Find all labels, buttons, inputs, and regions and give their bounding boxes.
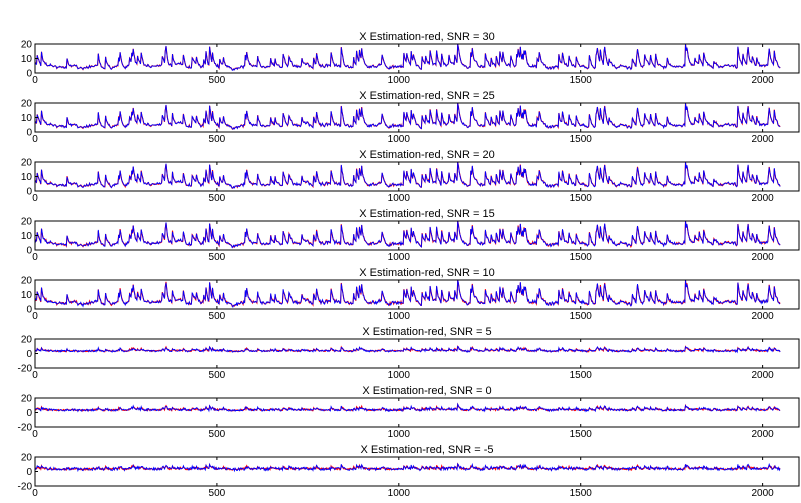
x-tick-label: 2000 — [751, 311, 774, 322]
subplot-4: X Estimation-red, SNR = 15 0 500 1000 1500 20… — [21, 208, 800, 263]
y-tick-label: 10 — [21, 231, 33, 242]
x-tick-label: 1500 — [570, 134, 593, 145]
x-tick-label: 1500 — [570, 193, 593, 204]
subplot-title: X Estimation-red, SNR = 0 — [362, 385, 491, 397]
y-tick-label: 10 — [21, 290, 33, 301]
x-tick-label: 500 — [209, 311, 226, 322]
subplot-3: X Estimation-red, SNR = 20 0 500 1000 1500 20… — [21, 149, 800, 204]
y-tick-label: 0 — [26, 467, 32, 478]
series-blue-line — [34, 43, 781, 71]
axes-box — [34, 102, 800, 133]
x-tick-label: 1000 — [388, 488, 411, 499]
x-tick-label: 500 — [209, 370, 226, 381]
x-tick-label: 1000 — [388, 429, 411, 440]
x-tick-label: 1500 — [570, 311, 593, 322]
series-blue-line — [34, 102, 781, 130]
y-tick-label: 20 — [21, 453, 33, 464]
x-tick-label: 0 — [32, 429, 38, 440]
x-tick-label: 500 — [209, 488, 226, 499]
x-tick-label: 1500 — [570, 488, 593, 499]
x-tick-label: 2000 — [751, 488, 774, 499]
x-tick-label: 500 — [209, 75, 226, 86]
axes-box — [34, 43, 800, 74]
x-tick-label: 1000 — [388, 75, 411, 86]
subplot-title: X Estimation-red, SNR = 15 — [359, 208, 494, 220]
x-tick-label: 1500 — [570, 429, 593, 440]
y-tick-label: 20 — [21, 276, 33, 287]
subplot-title: X Estimation-red, SNR = 30 — [359, 31, 494, 43]
y-tick-label: 10 — [21, 172, 33, 183]
x-tick-label: 1000 — [388, 311, 411, 322]
y-tick-label: 20 — [21, 217, 33, 228]
subplot-title: X Estimation-red, SNR = 10 — [359, 267, 494, 279]
x-tick-label: 0 — [32, 311, 38, 322]
x-tick-label: 0 — [32, 193, 38, 204]
subplot-title: X Estimation-red, SNR = 25 — [359, 90, 494, 102]
x-tick-label: 500 — [209, 252, 226, 263]
subplot-title: X Estimation-red, SNR = 20 — [359, 149, 494, 161]
subplot-2: X Estimation-red, SNR = 25 0 500 1000 1500 20… — [21, 90, 800, 145]
x-tick-label: 2000 — [751, 193, 774, 204]
subplot-title: X Estimation-red, SNR = -5 — [361, 444, 494, 456]
series-blue-line — [34, 279, 781, 309]
x-tick-label: 0 — [32, 75, 38, 86]
axes-box — [34, 397, 800, 428]
y-tick-label: 20 — [21, 99, 33, 110]
series-blue-line — [34, 345, 781, 354]
x-tick-label: 1000 — [388, 193, 411, 204]
y-tick-label: 0 — [26, 408, 32, 419]
x-tick-label: 1500 — [570, 370, 593, 381]
axes-box — [34, 220, 800, 251]
x-tick-label: 2000 — [751, 429, 774, 440]
x-tick-label: 0 — [32, 252, 38, 263]
y-tick-label: 0 — [26, 349, 32, 360]
axes-box — [34, 279, 800, 310]
y-tick-label: 0 — [26, 128, 32, 139]
y-tick-label: 10 — [21, 54, 33, 65]
y-tick-label: 20 — [21, 40, 33, 51]
subplot-title: X Estimation-red, SNR = 5 — [362, 326, 491, 338]
x-tick-label: 1000 — [388, 370, 411, 381]
x-tick-label: 1500 — [570, 252, 593, 263]
x-tick-label: 2000 — [751, 75, 774, 86]
y-tick-label: -20 — [18, 364, 33, 375]
subplot-7: X Estimation-red, SNR = 00 500 1000 1500 200… — [18, 385, 800, 440]
y-tick-label: 20 — [21, 335, 33, 346]
subplot-5: X Estimation-red, SNR = 10 0 500 1000 1500 20… — [21, 267, 800, 322]
x-tick-label: 2000 — [751, 134, 774, 145]
series-blue-line — [34, 161, 781, 189]
x-tick-label: 500 — [209, 134, 226, 145]
x-tick-label: 0 — [32, 134, 38, 145]
subplot-6: X Estimation-red, SNR = 50 500 1000 1500 200… — [18, 326, 800, 381]
y-tick-label: 0 — [26, 187, 32, 198]
y-tick-label: 0 — [26, 69, 32, 80]
y-tick-label: 20 — [21, 394, 33, 405]
y-tick-label: 0 — [26, 246, 32, 257]
y-tick-label: 10 — [21, 113, 33, 124]
x-tick-label: 0 — [32, 488, 38, 499]
series-blue-line — [34, 402, 781, 413]
axes-box — [34, 456, 800, 487]
y-tick-label: -20 — [18, 482, 33, 493]
x-tick-label: 0 — [32, 370, 38, 381]
subplot-1: X Estimation-red, SNR = 30 0 500 1000 1500 20… — [21, 31, 800, 86]
x-tick-label: 1000 — [388, 252, 411, 263]
x-tick-label: 2000 — [751, 252, 774, 263]
axes-box — [34, 338, 800, 369]
x-tick-label: 2000 — [751, 370, 774, 381]
series-blue-line — [34, 220, 781, 249]
x-tick-label: 500 — [209, 193, 226, 204]
y-tick-label: 20 — [21, 158, 33, 169]
y-tick-label: 0 — [26, 305, 32, 316]
subplot-8: X Estimation-red, SNR = -5 0 500 1000 1500 20… — [18, 444, 800, 499]
x-tick-label: 1000 — [388, 134, 411, 145]
series-blue-line — [34, 462, 781, 473]
y-tick-label: -20 — [18, 423, 33, 434]
x-tick-label: 1500 — [570, 75, 593, 86]
axes-box — [34, 161, 800, 192]
x-tick-label: 500 — [209, 429, 226, 440]
